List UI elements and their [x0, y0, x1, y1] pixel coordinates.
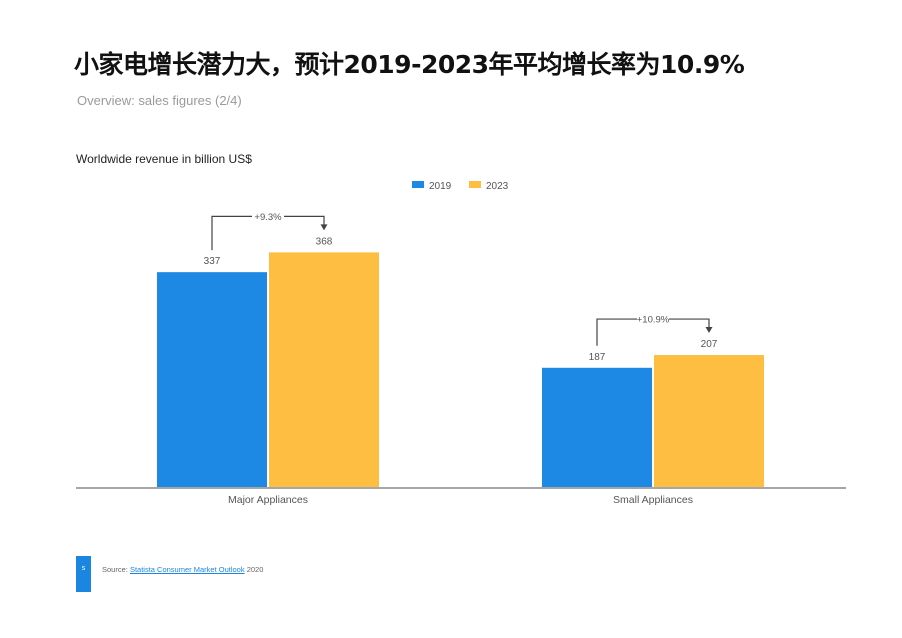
value-label: 368: [316, 236, 333, 247]
legend-swatch-2023: [469, 181, 481, 188]
source-note: Source: Statista Consumer Market Outlook…: [102, 565, 263, 574]
category-label: Major Appliances: [228, 494, 308, 506]
bar-2023-1: [654, 355, 764, 487]
legend-swatch-2019: [412, 181, 424, 188]
source-year: 2020: [246, 565, 264, 574]
category-label: Small Appliances: [613, 494, 693, 506]
page-title: 小家电增长潜力大，预计2019-2023年平均增长率为10.9%: [74, 50, 745, 79]
bar-2019-1: [542, 367, 652, 487]
bar-2023-0: [269, 252, 379, 487]
growth-bracket-left: [211, 215, 252, 251]
growth-bracket-right: [284, 215, 325, 227]
growth-annotation: +9.3%: [254, 212, 282, 223]
chart-title: Worldwide revenue in billion US$: [76, 152, 252, 166]
growth-arrow-head: [320, 224, 328, 231]
source-link[interactable]: Statista Consumer Market Outlook: [129, 565, 245, 574]
statista-badge: s: [76, 556, 91, 592]
value-label: 187: [589, 352, 606, 363]
legend-label-2019: 2019: [429, 181, 452, 192]
growth-arrow-head: [705, 327, 713, 334]
growth-annotation: +10.9%: [637, 315, 670, 326]
statista-badge-letter: s: [81, 565, 86, 572]
bar-2019-0: [157, 272, 267, 487]
growth-bracket-left: [596, 318, 637, 346]
value-label: 337: [204, 256, 221, 267]
legend-label-2023: 2023: [486, 181, 509, 192]
source-label: Source:: [102, 565, 128, 574]
value-label: 207: [701, 339, 718, 350]
growth-bracket-right: [669, 318, 710, 330]
page-subtitle: Overview: sales figures (2/4): [77, 93, 242, 108]
